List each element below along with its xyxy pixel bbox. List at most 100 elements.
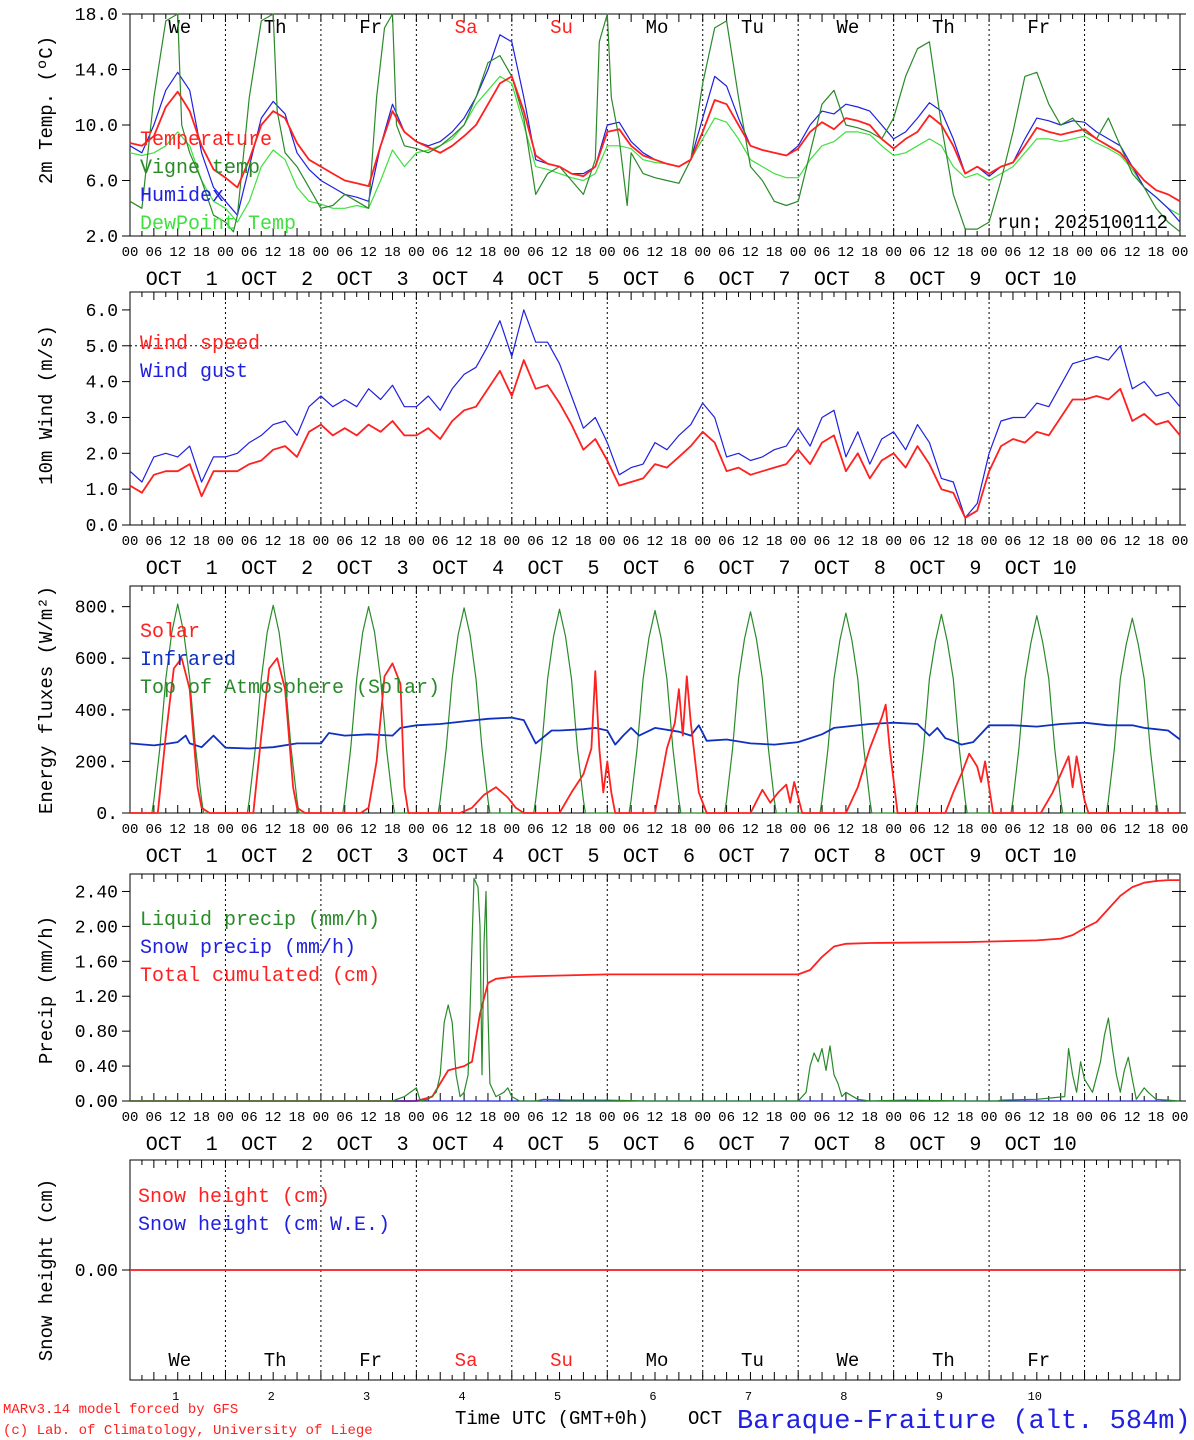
x-hour-label: 12 bbox=[742, 822, 759, 838]
x-date-label: OCT 6 bbox=[623, 269, 695, 292]
x-date-label: OCT 9 bbox=[909, 269, 981, 292]
x-hour-label: 00 bbox=[885, 245, 902, 261]
x-hour-label: 00 bbox=[694, 1110, 711, 1126]
y-axis-label: Precip (mm/h) bbox=[36, 916, 58, 1064]
y-tick-label: 5.0 bbox=[86, 338, 118, 358]
weekday-label: We bbox=[837, 17, 860, 39]
x-hour-label: 06 bbox=[432, 534, 449, 550]
y-axis-label: 2m Temp. (ºC) bbox=[36, 36, 58, 184]
panel-energy-fluxes: 0. 200. 400. 600. 800. 00 06 12 18 00 06 12 18 00 06 12… bbox=[36, 585, 1188, 869]
legend-label: Wind gust bbox=[140, 361, 248, 384]
x-hour-label: 12 bbox=[933, 822, 950, 838]
x-hour-label: 18 bbox=[1052, 245, 1069, 261]
x-hour-label: 00 bbox=[1076, 245, 1093, 261]
x-date-label: OCT 2 bbox=[241, 269, 313, 292]
x-date-label: OCT 10 bbox=[1005, 846, 1077, 869]
plot-frame bbox=[129, 291, 1181, 526]
x-hour-label: 18 bbox=[861, 822, 878, 838]
x-hour-label: 12 bbox=[838, 822, 855, 838]
legend-label: Top of Atmosphere (Solar) bbox=[140, 677, 440, 700]
x-hour-label: 06 bbox=[909, 245, 926, 261]
y-axis-label: 10m Wind (m/s) bbox=[36, 325, 58, 485]
x-hour-label: 06 bbox=[814, 822, 831, 838]
weekday-label: Fr bbox=[1027, 17, 1050, 39]
x-hour-label: 12 bbox=[456, 534, 473, 550]
x-date-label: OCT 8 bbox=[814, 1134, 886, 1157]
x-hour-label: 18 bbox=[289, 245, 306, 261]
x-hour-label: 12 bbox=[647, 534, 664, 550]
x-hour-label: 06 bbox=[432, 1110, 449, 1126]
x-hour-label: 00 bbox=[122, 534, 139, 550]
series-line-total-cumulated-cm bbox=[130, 879, 1180, 1102]
x-hour-label: 06 bbox=[1100, 1110, 1117, 1126]
x-hour-label: 06 bbox=[718, 822, 735, 838]
x-hour-label: 12 bbox=[933, 534, 950, 550]
x-hour-label: 00 bbox=[981, 1110, 998, 1126]
day-number-label: 8 bbox=[840, 1390, 847, 1404]
x-hour-label: 00 bbox=[217, 822, 234, 838]
x-hour-label: 00 bbox=[408, 245, 425, 261]
x-hour-label: 12 bbox=[1124, 822, 1141, 838]
y-tick-label: 0.40 bbox=[75, 1058, 118, 1078]
x-date-label: OCT 9 bbox=[909, 558, 981, 581]
x-hour-label: 12 bbox=[1028, 1110, 1045, 1126]
weekday-label: We bbox=[837, 1350, 860, 1372]
series-line-top-of-atmosphere-solar bbox=[130, 603, 1180, 814]
x-hour-label: 00 bbox=[313, 1110, 330, 1126]
x-date-label: OCT 7 bbox=[718, 1134, 790, 1157]
x-hour-label: 12 bbox=[742, 245, 759, 261]
x-hour-label: 18 bbox=[861, 1110, 878, 1126]
y-tick-label: 2.00 bbox=[75, 918, 118, 938]
y-tick-label: 0.0 bbox=[86, 517, 118, 537]
x-hour-label: 12 bbox=[1028, 534, 1045, 550]
x-hour-label: 06 bbox=[1100, 822, 1117, 838]
x-hour-label: 12 bbox=[265, 245, 282, 261]
x-hour-label: 12 bbox=[456, 245, 473, 261]
series-line-solar bbox=[130, 657, 1180, 814]
x-date-label: OCT 3 bbox=[337, 846, 409, 869]
x-hour-label: 18 bbox=[670, 245, 687, 261]
x-hour-label: 00 bbox=[503, 1110, 520, 1126]
x-hour-label: 18 bbox=[193, 245, 210, 261]
x-date-label: OCT 9 bbox=[909, 846, 981, 869]
x-date-label: OCT 5 bbox=[528, 558, 600, 581]
y-tick-label: 6.0 bbox=[86, 173, 118, 193]
x-hour-label: 00 bbox=[1076, 534, 1093, 550]
x-hour-label: 00 bbox=[313, 245, 330, 261]
x-hour-label: 00 bbox=[408, 1110, 425, 1126]
legend-label: Temperature bbox=[140, 129, 272, 152]
x-hour-label: 12 bbox=[933, 245, 950, 261]
x-hour-label: 00 bbox=[1076, 822, 1093, 838]
x-hour-label: 00 bbox=[217, 1110, 234, 1126]
x-hour-label: 18 bbox=[480, 245, 497, 261]
x-hour-label: 00 bbox=[122, 1110, 139, 1126]
x-hour-label: 12 bbox=[742, 1110, 759, 1126]
x-axis-title: Time UTC (GMT+0h) bbox=[455, 1408, 649, 1430]
x-hour-label: 12 bbox=[551, 245, 568, 261]
day-number-label: 1 bbox=[172, 1390, 179, 1404]
x-hour-label: 18 bbox=[480, 1110, 497, 1126]
x-hour-label: 00 bbox=[503, 534, 520, 550]
x-hour-label: 00 bbox=[313, 534, 330, 550]
x-hour-label: 18 bbox=[1052, 534, 1069, 550]
legend-label: Infrared bbox=[140, 649, 236, 672]
weekday-label: Mo bbox=[646, 17, 669, 39]
x-hour-label: 18 bbox=[193, 1110, 210, 1126]
x-hour-label: 18 bbox=[1148, 245, 1165, 261]
x-hour-label: 18 bbox=[766, 534, 783, 550]
x-hour-label: 18 bbox=[575, 1110, 592, 1126]
x-hour-label: 06 bbox=[241, 534, 258, 550]
x-hour-label: 00 bbox=[790, 822, 807, 838]
x-hour-label: 18 bbox=[480, 534, 497, 550]
day-number-label: 5 bbox=[554, 1390, 561, 1404]
x-hour-label: 18 bbox=[1148, 1110, 1165, 1126]
x-hour-label: 00 bbox=[1076, 1110, 1093, 1126]
run-label: run: 2025100112 bbox=[997, 212, 1168, 234]
x-hour-label: 06 bbox=[623, 534, 640, 550]
x-hour-label: 12 bbox=[647, 245, 664, 261]
weekday-label: Su bbox=[550, 17, 573, 39]
x-hour-label: 00 bbox=[790, 534, 807, 550]
x-hour-label: 12 bbox=[1124, 534, 1141, 550]
x-date-label: OCT 6 bbox=[623, 1134, 695, 1157]
x-hour-label: 00 bbox=[885, 1110, 902, 1126]
